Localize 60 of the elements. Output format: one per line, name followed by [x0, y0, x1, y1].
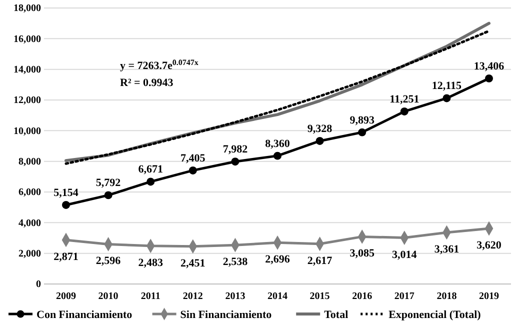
- y-tick-label: 14,000: [14, 64, 41, 76]
- data-label: 9,328: [307, 122, 333, 135]
- data-label: 2,451: [180, 257, 206, 270]
- x-tick-label: 2014: [268, 291, 288, 302]
- point: [188, 166, 197, 174]
- point: [400, 108, 408, 116]
- legend-label: Sin Financiamiento: [180, 309, 272, 321]
- point: [274, 152, 282, 160]
- data-label: 9,893: [350, 114, 375, 126]
- data-label: 11,251: [390, 93, 420, 106]
- point: [62, 200, 70, 209]
- x-tick-label: 2016: [352, 291, 372, 302]
- y-tick-label: 8,000: [18, 156, 41, 168]
- data-label: 2,617: [307, 254, 333, 267]
- y-tick-label: 6,000: [18, 187, 41, 198]
- data-label: 3,014: [392, 248, 418, 261]
- y-tick-label: 10,000: [14, 126, 41, 137]
- data-label: 2,871: [54, 250, 78, 263]
- point: [316, 136, 324, 145]
- y-tick-label: 4,000: [18, 218, 41, 229]
- data-label: 2,696: [265, 254, 290, 266]
- point: [358, 128, 366, 136]
- y-tick-label: 2,000: [18, 248, 41, 260]
- x-tick-label: 2017: [394, 291, 414, 302]
- y-tick-label: 16,000: [14, 34, 41, 45]
- annotation: y = 7263.7e$^{0.0747x}$: [120, 58, 198, 72]
- point: [146, 178, 155, 186]
- point: [231, 158, 240, 166]
- y-tick-label: 12,000: [14, 95, 41, 106]
- data-label: 8,360: [265, 138, 290, 150]
- data-label: 12,115: [432, 80, 462, 92]
- x-tick-label: 2018: [436, 291, 457, 302]
- annotation: R² = 0.9943: [120, 77, 174, 89]
- data-label: 3,361: [434, 243, 460, 256]
- legend-label: Con Financiamiento: [36, 309, 133, 321]
- data-label: 3,620: [476, 239, 502, 252]
- y-tick-label: 0: [36, 279, 41, 290]
- x-tick-label: 2013: [225, 291, 246, 302]
- data-label: 7,405: [180, 152, 206, 164]
- data-label: 3,085: [350, 248, 375, 260]
- data-label: 2,538: [222, 256, 248, 268]
- point: [104, 191, 112, 200]
- legend-label: Exponencial (Total): [388, 309, 482, 321]
- data-label: 5,792: [96, 177, 122, 190]
- data-label: 7,982: [222, 144, 248, 156]
- x-tick-label: 2015: [310, 291, 330, 302]
- data-label: 6,671: [138, 164, 163, 176]
- x-tick-label: 2009: [56, 291, 76, 302]
- y-tick-label: 18,000: [14, 3, 41, 14]
- x-tick-label: 2019: [479, 291, 499, 302]
- point: [485, 74, 493, 82]
- data-label: 2,483: [138, 256, 164, 269]
- x-tick-label: 2012: [182, 291, 203, 302]
- point: [442, 94, 451, 102]
- x-tick-label: 2010: [98, 291, 118, 302]
- data-label: 13,406: [474, 60, 505, 72]
- x-tick-label: 2011: [140, 291, 160, 302]
- data-label: 5,154: [54, 186, 79, 199]
- legend-label: Total: [324, 309, 348, 321]
- data-label: 2,596: [96, 255, 122, 268]
